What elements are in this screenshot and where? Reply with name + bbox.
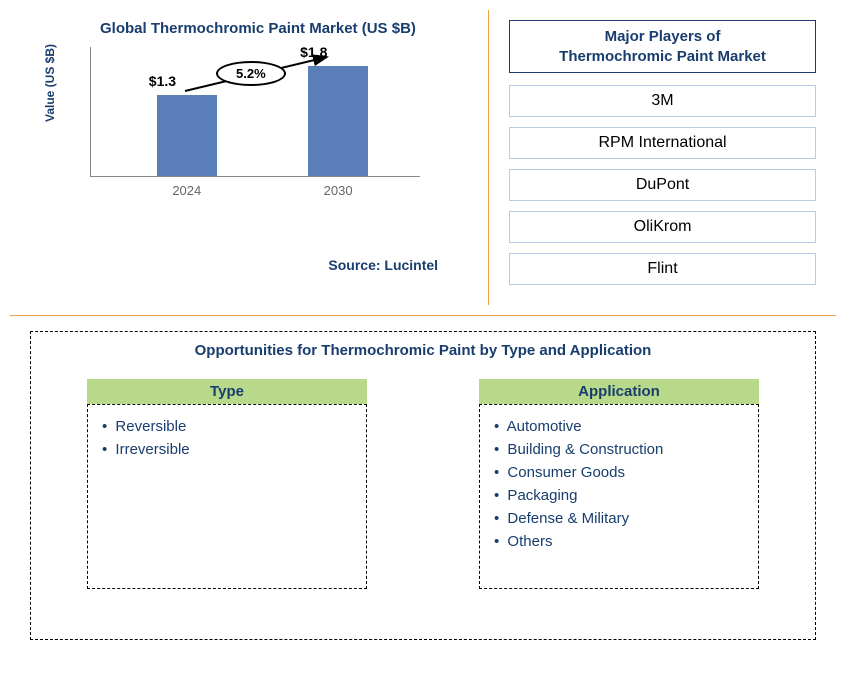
list-item: • Irreversible [102, 438, 352, 461]
column-body: • Reversible• Irreversible [87, 404, 367, 589]
player-item: 3M [509, 85, 816, 117]
players-list: 3M RPM International DuPont OliKrom Flint [509, 85, 816, 285]
list-item: • Consumer Goods [494, 461, 744, 484]
list-item-label: Defense & Military [503, 510, 629, 527]
players-header-line1: Major Players of [605, 28, 721, 45]
chart-title: Global Thermochromic Paint Market (US $B… [100, 20, 468, 37]
column-body: • Automotive• Building & Construction• C… [479, 404, 759, 589]
top-section: Global Thermochromic Paint Market (US $B… [10, 10, 836, 316]
list-item-label: Irreversible [111, 441, 189, 458]
list-item: • Automotive [494, 415, 744, 438]
list-item: • Reversible [102, 415, 352, 438]
bar-x-label: 2030 [308, 183, 368, 198]
list-item: • Defense & Military [494, 507, 744, 530]
players-area: Major Players of Thermochromic Paint Mar… [489, 10, 836, 305]
player-item: RPM International [509, 127, 816, 159]
bullet-icon: • [102, 418, 107, 435]
bullet-icon: • [494, 418, 499, 435]
list-item-label: Building & Construction [503, 441, 663, 458]
y-axis-label: Value (US $B) [43, 43, 57, 121]
source-label: Source: Lucintel [30, 257, 438, 273]
player-item: Flint [509, 253, 816, 285]
players-header-line2: Thermochromic Paint Market [559, 48, 766, 65]
bullet-icon: • [102, 441, 107, 458]
chart-plot: 5.2% $1.32024$1.82030 [90, 47, 420, 177]
bullet-icon: • [494, 510, 499, 527]
main-container: Global Thermochromic Paint Market (US $B… [0, 0, 846, 673]
list-item: • Others [494, 530, 744, 553]
players-header: Major Players of Thermochromic Paint Mar… [509, 20, 816, 73]
growth-rate-oval: 5.2% [216, 61, 286, 86]
list-item-label: Packaging [503, 487, 577, 504]
list-item: • Building & Construction [494, 438, 744, 461]
opportunities-box: Opportunities for Thermochromic Paint by… [30, 331, 816, 640]
growth-rate-label: 5.2% [236, 66, 266, 81]
list-item-label: Others [503, 533, 552, 550]
opportunity-column: Application• Automotive• Building & Cons… [479, 379, 759, 589]
opportunities-columns: Type• Reversible• IrreversibleApplicatio… [61, 379, 785, 589]
list-item-label: Automotive [503, 418, 581, 435]
bar-x-label: 2024 [157, 183, 217, 198]
list-item-label: Reversible [111, 418, 186, 435]
bottom-section: Opportunities for Thermochromic Paint by… [10, 316, 836, 655]
column-header: Type [87, 379, 367, 404]
bullet-icon: • [494, 464, 499, 481]
player-item: OliKrom [509, 211, 816, 243]
opportunity-column: Type• Reversible• Irreversible [87, 379, 367, 589]
list-item: • Packaging [494, 484, 744, 507]
chart-area: Global Thermochromic Paint Market (US $B… [10, 10, 489, 305]
player-item: DuPont [509, 169, 816, 201]
bullet-icon: • [494, 487, 499, 504]
chart-container: Value (US $B) 5.2% $1.32024$1.82030 [80, 47, 468, 222]
bullet-icon: • [494, 441, 499, 458]
list-item-label: Consumer Goods [503, 464, 625, 481]
column-header: Application [479, 379, 759, 404]
opportunities-title: Opportunities for Thermochromic Paint by… [61, 342, 785, 359]
bullet-icon: • [494, 533, 499, 550]
